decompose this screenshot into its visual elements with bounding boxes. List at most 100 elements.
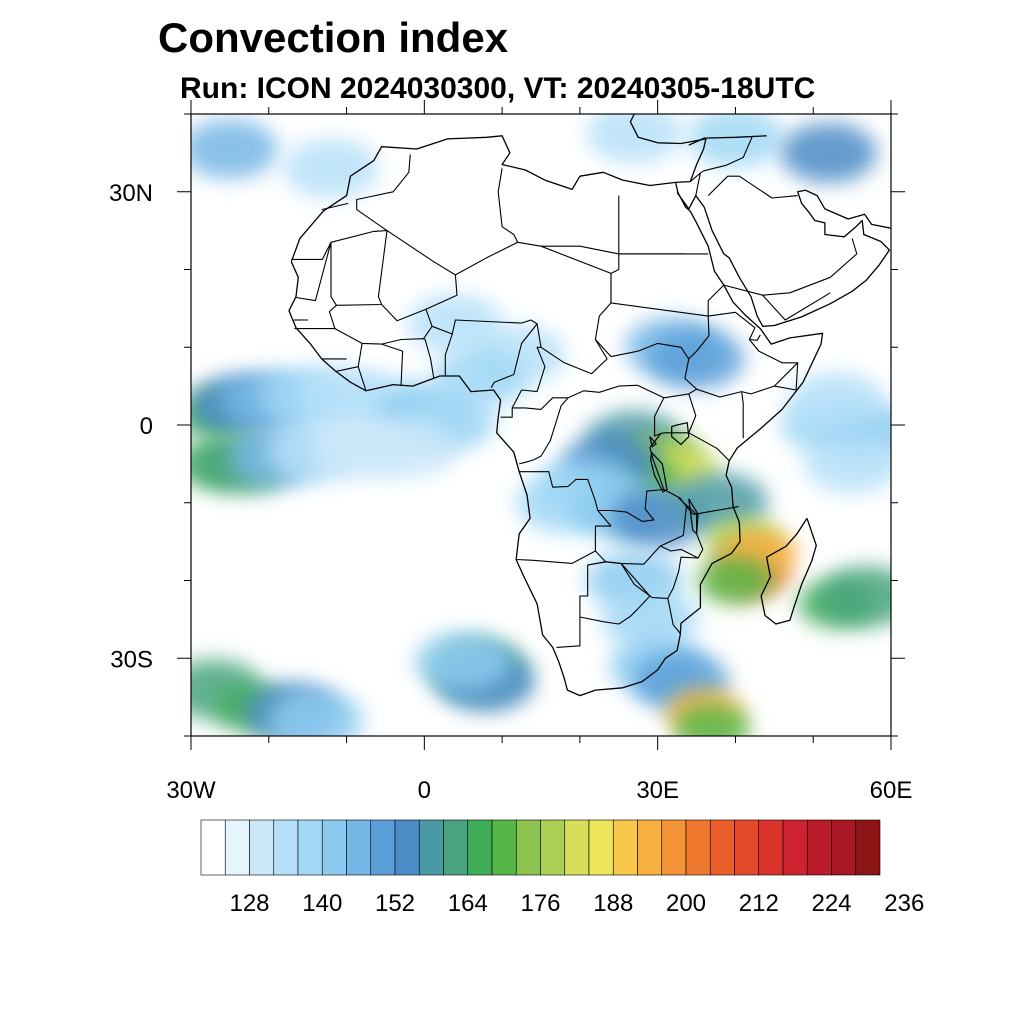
colorbar-swatch xyxy=(418,819,444,876)
border-18 xyxy=(556,433,687,648)
border-28 xyxy=(511,346,546,409)
colorbar-label: 224 xyxy=(811,890,851,917)
map-subtitle: Run: ICON 2024030300, VT: 20240305-18UTC xyxy=(180,72,816,105)
colorbar-swatch xyxy=(467,819,493,876)
border-38 xyxy=(328,304,337,329)
lat-tick-label: 0 xyxy=(140,413,153,440)
border-35 xyxy=(335,366,359,372)
border-43 xyxy=(723,238,858,296)
colorbar-label: 140 xyxy=(302,890,342,917)
coastline-3 xyxy=(676,189,891,327)
border-15 xyxy=(741,391,744,439)
field-cell-15 xyxy=(283,138,379,199)
colorbar: 128 140 152 164 176 188 200 212 224 236 xyxy=(200,819,924,917)
colorbar-swatch xyxy=(224,819,250,876)
border-8 xyxy=(618,195,709,255)
lat-tick-label: 30S xyxy=(110,646,153,673)
colorbar-swatch xyxy=(806,819,832,876)
border-12 xyxy=(688,316,710,360)
border-41 xyxy=(774,362,799,391)
colorbar-swatch xyxy=(515,819,541,876)
colorbar-label: 212 xyxy=(739,890,779,917)
colorbar-swatch xyxy=(297,819,323,876)
border-30 xyxy=(567,384,665,399)
axis-ticks: 30W 0 30E 60E 30N 0 30S xyxy=(109,100,912,804)
border-11 xyxy=(594,339,698,399)
colorbar-swatch xyxy=(249,819,275,876)
colorbar-swatch xyxy=(831,819,857,876)
lat-tick-label: 30N xyxy=(109,180,153,207)
colorbar-swatch xyxy=(758,819,784,876)
border-5 xyxy=(455,168,519,276)
lon-tick-label: 30E xyxy=(636,777,679,804)
colorbar-swatch xyxy=(491,819,517,876)
border-27 xyxy=(500,397,569,465)
border-23 xyxy=(667,556,699,599)
colorbar-swatch xyxy=(709,819,735,876)
colorbar-swatch xyxy=(273,819,299,876)
colorbar-swatch xyxy=(855,819,881,876)
colorbar-swatch xyxy=(637,819,663,876)
colorbar-label: 188 xyxy=(593,890,633,917)
colorbar-swatch xyxy=(685,819,711,876)
colorbar-swatch xyxy=(782,819,808,876)
colorbar-label: 176 xyxy=(520,890,560,917)
field-cell-18 xyxy=(780,122,877,183)
border-42 xyxy=(707,175,798,199)
colorbar-swatch xyxy=(321,819,347,876)
border-32 xyxy=(357,338,435,391)
border-19 xyxy=(587,561,681,634)
border-1 xyxy=(356,154,411,210)
colorbar-swatch xyxy=(612,819,638,876)
lake-0 xyxy=(671,421,690,446)
field-cell-17 xyxy=(687,114,784,168)
border-45 xyxy=(703,135,754,172)
border-2 xyxy=(330,230,388,306)
field-cell-34 xyxy=(697,556,774,605)
colorbar-swatch xyxy=(370,819,396,876)
colorbar-swatch xyxy=(200,819,226,876)
border-29 xyxy=(490,323,538,388)
colorbar-swatch xyxy=(394,819,420,876)
colorbar-label: 200 xyxy=(666,890,706,917)
border-10 xyxy=(610,273,725,317)
border-4 xyxy=(381,230,458,322)
border-22 xyxy=(685,506,739,515)
border-0 xyxy=(291,209,388,260)
colorbar-label: 152 xyxy=(375,890,415,917)
border-3 xyxy=(295,242,332,302)
colorbar-swatch xyxy=(540,819,566,876)
border-37 xyxy=(294,328,363,344)
convection-field xyxy=(191,114,891,736)
border-34 xyxy=(381,343,404,387)
coastlines xyxy=(288,114,891,697)
border-21 xyxy=(660,497,704,559)
border-26 xyxy=(516,550,596,564)
colorbar-swatch xyxy=(734,819,760,876)
border-20 xyxy=(579,563,651,625)
coastline-2 xyxy=(760,517,817,625)
border-47 xyxy=(695,172,701,196)
coastline-1 xyxy=(288,182,824,697)
border-31 xyxy=(444,333,453,376)
field-cell-13 xyxy=(360,418,457,479)
colorbar-swatch xyxy=(588,819,614,876)
colorbar-swatch xyxy=(661,819,687,876)
lake-1 xyxy=(650,450,668,493)
map-title: Convection index xyxy=(158,14,509,61)
lon-tick-label: 0 xyxy=(418,777,431,804)
border-33 xyxy=(423,325,433,340)
field-cell-56 xyxy=(430,348,527,409)
lake-3 xyxy=(649,436,657,448)
border-14 xyxy=(749,334,761,341)
border-25 xyxy=(594,510,612,563)
field-cell-49 xyxy=(267,690,364,736)
field-cell-52 xyxy=(788,371,885,432)
border-40 xyxy=(321,202,349,211)
lon-tick-label: 30W xyxy=(166,777,216,804)
lon-tick-label: 60E xyxy=(870,777,913,804)
colorbar-label: 236 xyxy=(884,890,924,917)
field-cell-45 xyxy=(415,632,512,693)
border-17 xyxy=(654,397,689,437)
field-cell-38 xyxy=(601,589,698,650)
